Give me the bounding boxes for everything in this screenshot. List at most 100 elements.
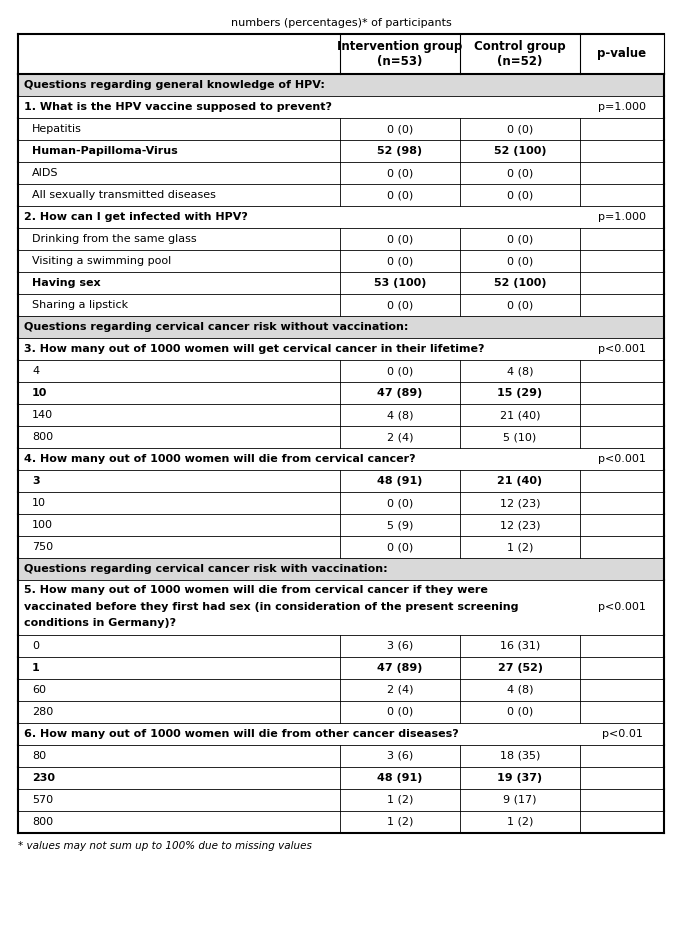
- Bar: [18, 382, 664, 404]
- Text: 48 (91): 48 (91): [377, 476, 423, 486]
- Text: 3 (6): 3 (6): [387, 641, 413, 651]
- Text: 2 (4): 2 (4): [387, 432, 413, 442]
- Text: 0 (0): 0 (0): [387, 498, 413, 508]
- Text: 10: 10: [32, 388, 47, 398]
- Text: 1 (2): 1 (2): [507, 542, 533, 552]
- Text: 4 (8): 4 (8): [387, 410, 413, 420]
- Text: 0 (0): 0 (0): [507, 256, 533, 266]
- Text: 10: 10: [32, 498, 46, 508]
- Text: Sharing a lipstick: Sharing a lipstick: [32, 300, 128, 310]
- Bar: [18, 184, 664, 206]
- Text: 15 (29): 15 (29): [497, 388, 543, 398]
- Text: 12 (23): 12 (23): [500, 498, 540, 508]
- Text: 0 (0): 0 (0): [507, 300, 533, 310]
- Text: 3: 3: [32, 476, 40, 486]
- Text: 0 (0): 0 (0): [387, 124, 413, 134]
- Text: 52 (100): 52 (100): [494, 146, 546, 156]
- Bar: [18, 635, 664, 657]
- Bar: [18, 558, 664, 580]
- Bar: [18, 338, 664, 360]
- Text: 280: 280: [32, 707, 53, 717]
- Text: 1 (2): 1 (2): [387, 795, 413, 805]
- Text: All sexually transmitted diseases: All sexually transmitted diseases: [32, 190, 216, 200]
- Text: 19 (37): 19 (37): [497, 773, 543, 783]
- Bar: [18, 492, 664, 514]
- Text: 0 (0): 0 (0): [387, 366, 413, 376]
- Text: Questions regarding cervical cancer risk without vaccination:: Questions regarding cervical cancer risk…: [24, 322, 409, 332]
- Text: 4: 4: [32, 366, 39, 376]
- Bar: [18, 679, 664, 701]
- Bar: [18, 789, 664, 811]
- Text: Having sex: Having sex: [32, 278, 101, 288]
- Text: p<0.001: p<0.001: [598, 454, 646, 464]
- Bar: [18, 162, 664, 184]
- Text: 0 (0): 0 (0): [387, 190, 413, 200]
- Bar: [18, 580, 664, 635]
- Text: 4 (8): 4 (8): [507, 366, 533, 376]
- Text: 0 (0): 0 (0): [507, 190, 533, 200]
- Text: p<0.01: p<0.01: [602, 729, 642, 739]
- Text: Questions regarding general knowledge of HPV:: Questions regarding general knowledge of…: [24, 80, 325, 90]
- Text: Drinking from the same glass: Drinking from the same glass: [32, 234, 196, 244]
- Text: 21 (40): 21 (40): [500, 410, 540, 420]
- Text: 800: 800: [32, 817, 53, 827]
- Text: 1 (2): 1 (2): [387, 817, 413, 827]
- Text: 2. How can I get infected with HPV?: 2. How can I get infected with HPV?: [24, 212, 248, 222]
- Text: 0 (0): 0 (0): [387, 300, 413, 310]
- Text: 18 (35): 18 (35): [500, 751, 540, 761]
- Text: p-value: p-value: [597, 47, 647, 60]
- Text: 1. What is the HPV vaccine supposed to prevent?: 1. What is the HPV vaccine supposed to p…: [24, 102, 332, 112]
- Text: 0 (0): 0 (0): [387, 168, 413, 178]
- Text: 570: 570: [32, 795, 53, 805]
- Text: 100: 100: [32, 520, 53, 530]
- Text: 0 (0): 0 (0): [507, 234, 533, 244]
- Text: p<0.001: p<0.001: [598, 344, 646, 354]
- Text: 0 (0): 0 (0): [387, 707, 413, 717]
- Text: 5 (9): 5 (9): [387, 520, 413, 530]
- Bar: [18, 536, 664, 558]
- Text: 53 (100): 53 (100): [374, 278, 426, 288]
- Text: p=1.000: p=1.000: [598, 212, 646, 222]
- Text: 27 (52): 27 (52): [497, 663, 542, 673]
- Text: AIDS: AIDS: [32, 168, 59, 178]
- Text: Control group
(n=52): Control group (n=52): [474, 40, 566, 68]
- Text: 0 (0): 0 (0): [507, 707, 533, 717]
- Bar: [18, 723, 664, 745]
- Text: Visiting a swimming pool: Visiting a swimming pool: [32, 256, 171, 266]
- Text: 52 (98): 52 (98): [377, 146, 423, 156]
- Text: 800: 800: [32, 432, 53, 442]
- Text: 0 (0): 0 (0): [387, 256, 413, 266]
- Bar: [18, 34, 664, 74]
- Text: numbers (percentages)* of participants: numbers (percentages)* of participants: [231, 18, 451, 28]
- Text: 48 (91): 48 (91): [377, 773, 423, 783]
- Text: 2 (4): 2 (4): [387, 685, 413, 695]
- Text: 3. How many out of 1000 women will get cervical cancer in their lifetime?: 3. How many out of 1000 women will get c…: [24, 344, 484, 354]
- Bar: [18, 316, 664, 338]
- Text: Hepatitis: Hepatitis: [32, 124, 82, 134]
- Text: 750: 750: [32, 542, 53, 552]
- Bar: [18, 701, 664, 723]
- Bar: [18, 96, 664, 118]
- Bar: [18, 228, 664, 250]
- Text: 0 (0): 0 (0): [387, 542, 413, 552]
- Text: p=1.000: p=1.000: [598, 102, 646, 112]
- Bar: [18, 767, 664, 789]
- Text: conditions in Germany)?: conditions in Germany)?: [24, 618, 176, 629]
- Text: 21 (40): 21 (40): [497, 476, 543, 486]
- Text: 47 (89): 47 (89): [377, 663, 423, 673]
- Text: 1 (2): 1 (2): [507, 817, 533, 827]
- Text: 80: 80: [32, 751, 46, 761]
- Bar: [18, 294, 664, 316]
- Text: 1: 1: [32, 663, 40, 673]
- Text: 6. How many out of 1000 women will die from other cancer diseases?: 6. How many out of 1000 women will die f…: [24, 729, 459, 739]
- Bar: [18, 448, 664, 470]
- Text: vaccinated before they first had sex (in consideration of the present screening: vaccinated before they first had sex (in…: [24, 601, 518, 612]
- Bar: [18, 272, 664, 294]
- Text: 5. How many out of 1000 women will die from cervical cancer if they were: 5. How many out of 1000 women will die f…: [24, 585, 488, 595]
- Text: 3 (6): 3 (6): [387, 751, 413, 761]
- Bar: [18, 206, 664, 228]
- Text: 5 (10): 5 (10): [503, 432, 537, 442]
- Text: 60: 60: [32, 685, 46, 695]
- Bar: [18, 250, 664, 272]
- Text: 0 (0): 0 (0): [507, 124, 533, 134]
